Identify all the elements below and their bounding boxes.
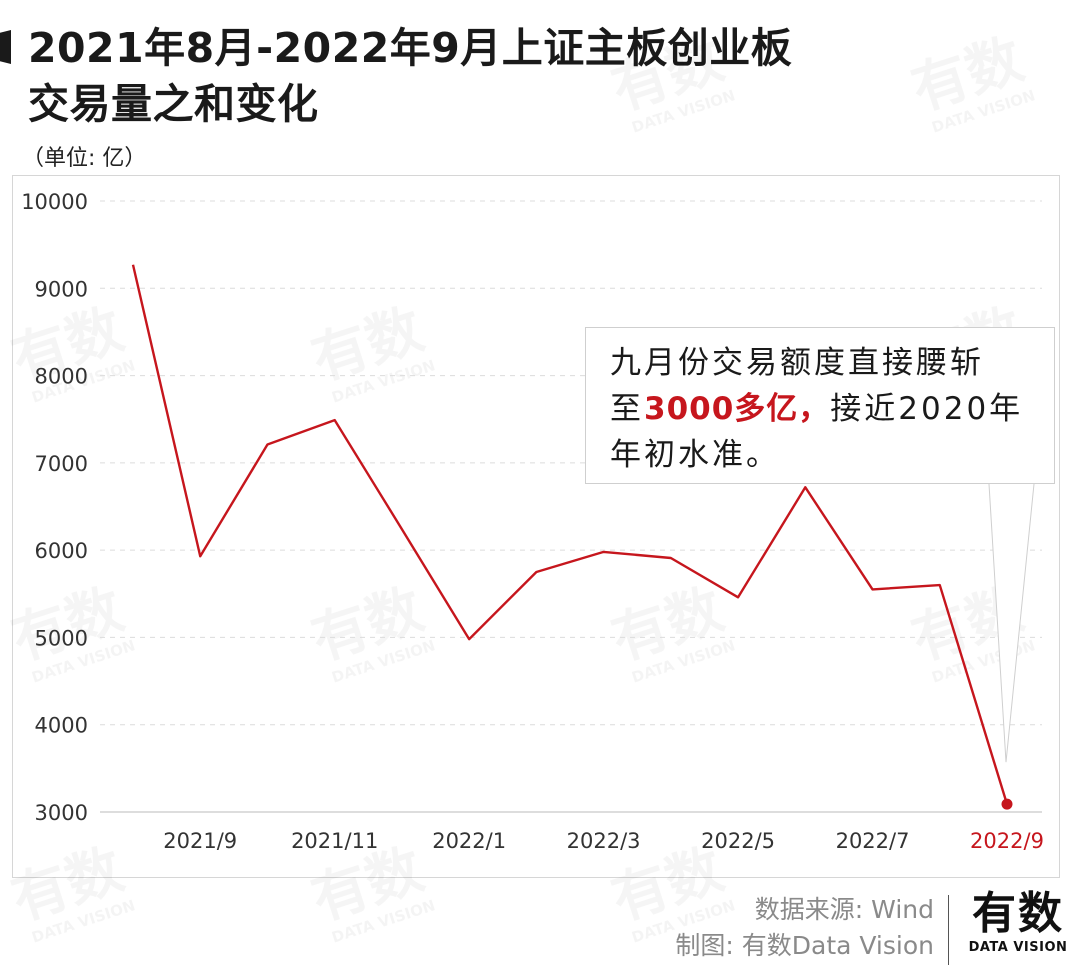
y-tick-label: 7000 [35, 452, 88, 476]
x-axis-ticks: 2021/9 2021/11 2022/1 2022/3 2022/5 2022/7 202… [163, 829, 1044, 853]
chart-title-line1: 2021年8月-2022年9月上证主板创业板 [28, 24, 793, 72]
source-text: 数据来源: Wind [754, 895, 934, 924]
x-tick-label: 2022/7 [836, 829, 910, 853]
unit-label: （单位: 亿） [22, 146, 147, 171]
y-tick-label: 9000 [35, 277, 88, 301]
x-tick-label: 2022/5 [701, 829, 775, 853]
y-tick-label: 6000 [35, 539, 88, 563]
y-axis-ticks: 3000 4000 5000 6000 7000 8000 9000 10000 [21, 190, 88, 825]
title-marker [0, 30, 11, 64]
y-tick-label: 3000 [35, 801, 88, 825]
series-line [131, 264, 1009, 805]
plot-frame [12, 175, 1060, 878]
credit-text: 制图: 有数Data Vision [675, 931, 934, 960]
annotation-line1: 九月份交易额度直接腰斩 [610, 345, 984, 381]
y-tick-label: 5000 [35, 626, 88, 650]
callout-pointer [988, 483, 1035, 763]
chart-title: 2021年8月-2022年9月上证主板创业板 交易量之和变化 [28, 20, 928, 132]
annotation-line2-post: 接近2020年 [830, 391, 1024, 427]
grid-lines [100, 200, 1042, 813]
logo-main: 有数 [972, 888, 1064, 939]
annotation-callout: 九月份交易额度直接腰斩 至3000多亿，接近2020年 年初水准。 [585, 327, 1055, 484]
source-block: 数据来源: Wind 制图: 有数Data Vision [675, 892, 934, 964]
source-divider [948, 895, 949, 965]
y-tick-label: 8000 [35, 365, 88, 389]
x-tick-label: 2021/11 [291, 829, 378, 853]
annotation-line2: 至3000多亿，接近2020年 [610, 386, 1034, 432]
series-layer [131, 264, 1035, 810]
x-tick-label: 2021/9 [163, 829, 237, 853]
highlight-point [1001, 798, 1013, 810]
x-tick-label: 2022/3 [567, 829, 641, 853]
y-tick-label: 4000 [35, 714, 88, 738]
logo-sub: DATA VISION [968, 940, 1068, 955]
annotation-highlight: 3000多亿， [644, 391, 831, 427]
brand-logo: 有数 DATA VISION [962, 888, 1074, 956]
annotation-line2-pre: 至 [610, 391, 644, 427]
x-tick-label: 2022/9 [970, 829, 1044, 853]
y-tick-label: 10000 [21, 190, 88, 214]
chart-title-line2: 交易量之和变化 [28, 80, 319, 128]
x-tick-label: 2022/1 [432, 829, 506, 853]
annotation-line3: 年初水准。 [610, 437, 780, 473]
